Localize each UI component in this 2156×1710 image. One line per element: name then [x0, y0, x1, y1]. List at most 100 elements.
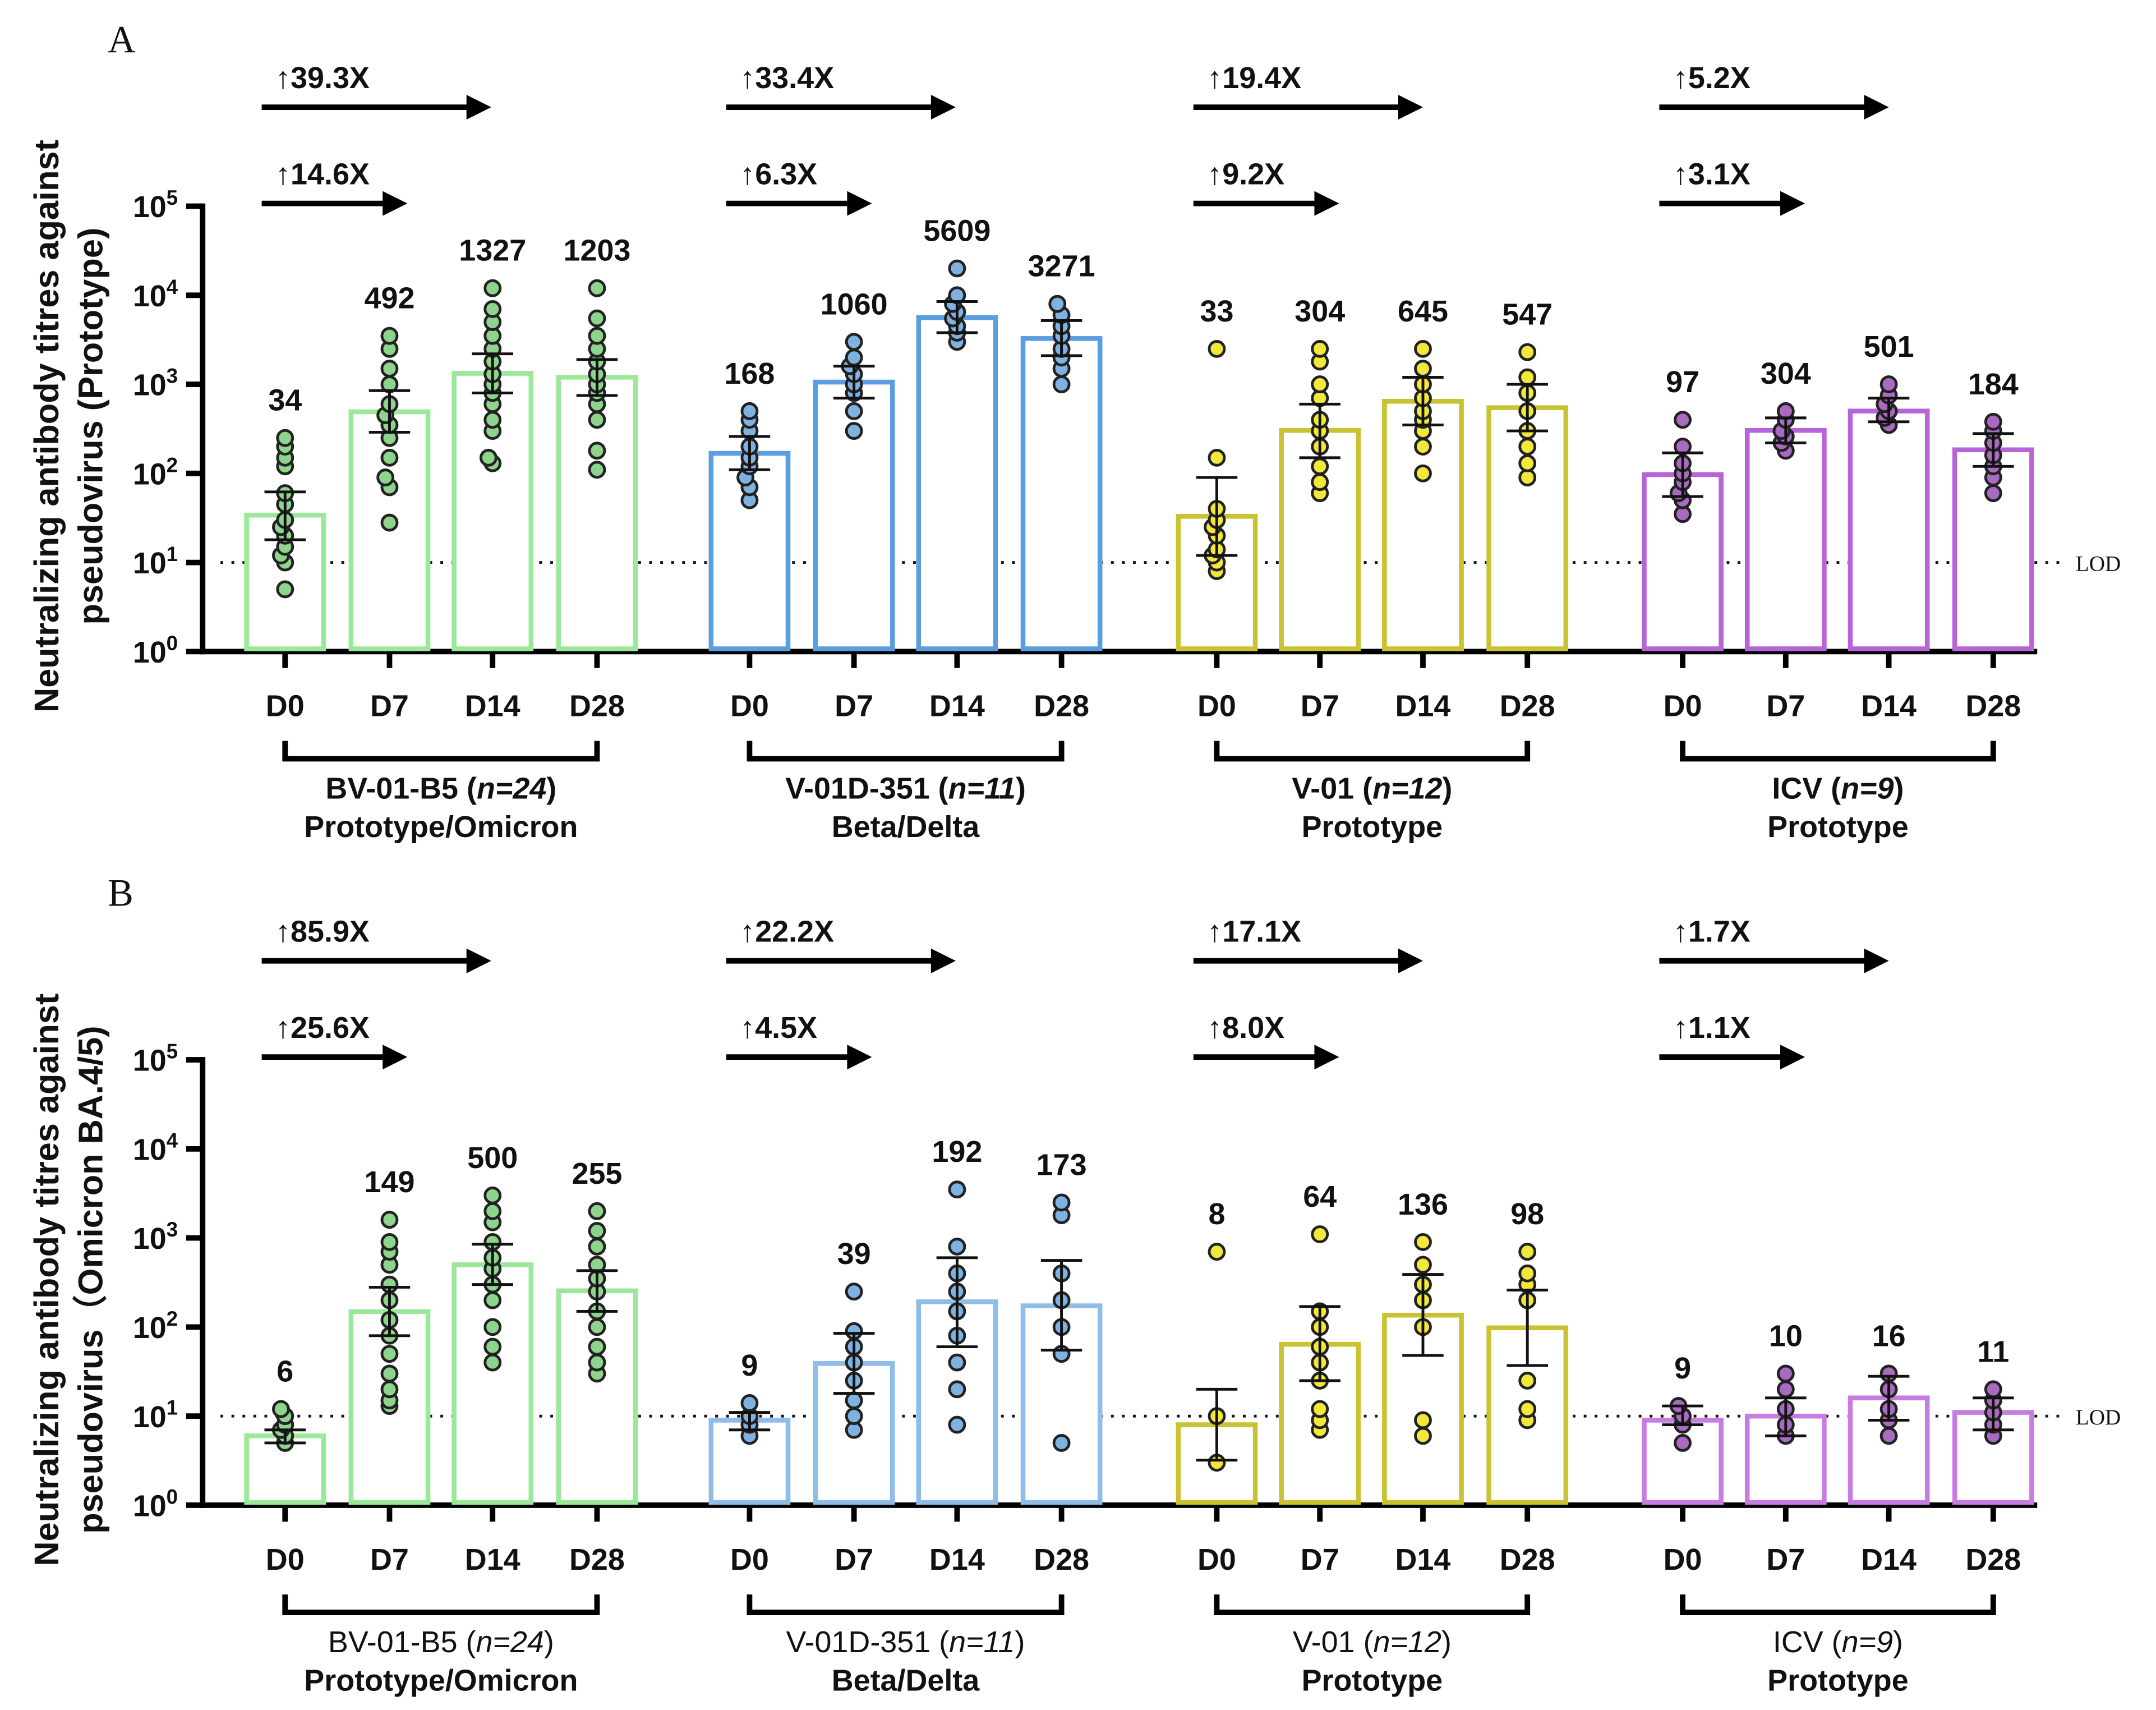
bar-value-label: 10: [1769, 1319, 1803, 1353]
fold-change-label: ↑17.1X: [1207, 914, 1301, 948]
arrow-head-icon: [466, 948, 491, 973]
data-point: [1208, 1243, 1226, 1261]
bar-value-label: 500: [467, 1141, 518, 1175]
data-point: [1518, 1243, 1537, 1261]
y-tick-label: 104: [133, 275, 178, 313]
bar: [1952, 447, 2034, 651]
data-point: [483, 300, 502, 318]
panel-a: A Neutralizing antibody titres against pse…: [27, 18, 2121, 844]
group-subtitle: Prototype: [1767, 1664, 1909, 1698]
bar-value-label: 184: [1968, 367, 2019, 401]
x-tick-label: D0: [730, 1543, 769, 1576]
group-subtitle: Prototype: [1302, 810, 1443, 844]
bar-value-label: 173: [1036, 1148, 1087, 1182]
arrow-head-icon: [466, 95, 491, 120]
data-point: [479, 448, 497, 467]
arrow-head-icon: [1864, 95, 1889, 120]
data-point: [588, 442, 606, 460]
data-point: [1414, 1427, 1432, 1445]
fold-change-label: ↑6.3X: [740, 157, 817, 191]
arrow-head-icon: [1314, 1045, 1339, 1070]
x-tick-label: D28: [1965, 689, 2021, 723]
x-tick-label: D14: [1395, 689, 1451, 723]
data-point: [380, 1380, 399, 1399]
data-point: [483, 1291, 502, 1309]
x-tick-label: D14: [1861, 689, 1917, 723]
x-tick-label: D28: [1965, 1543, 2021, 1576]
data-point: [1984, 412, 2002, 431]
bar: [244, 1433, 326, 1505]
group-subtitle: Beta/Delta: [832, 810, 980, 844]
lod-label: LOD: [2076, 1405, 2121, 1429]
data-point: [1414, 1411, 1432, 1429]
x-tick-label: D0: [1664, 689, 1702, 723]
data-point: [1879, 375, 1898, 393]
data-point: [483, 1318, 502, 1336]
data-point: [1879, 1427, 1898, 1445]
data-point: [588, 1337, 606, 1356]
fold-change-label: ↑8.0X: [1207, 1011, 1284, 1045]
bar-value-label: 168: [724, 357, 775, 390]
y-tick-label: 102: [133, 1307, 178, 1345]
data-point: [1052, 375, 1071, 393]
data-point: [276, 580, 294, 599]
data-point: [588, 411, 606, 429]
bar: [1279, 428, 1361, 651]
data-point: [1518, 438, 1537, 456]
data-point: [483, 1353, 502, 1372]
fold-change-label: ↑9.2X: [1207, 157, 1284, 191]
bar-value-label: 501: [1864, 330, 1914, 364]
data-point: [483, 1186, 502, 1205]
bar-value-label: 9: [741, 1349, 758, 1382]
y-tick-label: 105: [133, 186, 178, 224]
x-tick-label: D0: [1664, 1543, 1702, 1576]
bar-value-label: 136: [1398, 1188, 1448, 1221]
data-point: [1414, 1233, 1432, 1251]
x-tick-label: D14: [1861, 1543, 1917, 1576]
bar-value-label: 98: [1510, 1197, 1544, 1231]
data-point: [740, 402, 759, 420]
data-point: [1048, 295, 1067, 313]
bar-value-label: 255: [572, 1157, 622, 1190]
x-tick-label: D7: [370, 689, 409, 723]
x-tick-label: D0: [1197, 1543, 1236, 1576]
y-axis-label-line: Neutralizing antibody titres against: [27, 994, 66, 1566]
data-point: [276, 429, 294, 447]
y-tick-label: 100: [133, 632, 178, 669]
x-tick-label: D0: [1197, 689, 1236, 723]
fold-change-label: ↑4.5X: [740, 1011, 817, 1045]
data-point: [588, 1222, 606, 1240]
y-axis-label: Neutralizing antibody titres against pseu…: [27, 140, 109, 712]
x-tick-label: D28: [1034, 1543, 1089, 1576]
y-tick-label: 103: [133, 365, 178, 402]
bar-value-label: 492: [365, 282, 415, 315]
data-point: [948, 1180, 966, 1199]
data-point: [1776, 402, 1795, 420]
data-point: [1518, 454, 1537, 472]
group-subtitle: Prototype/Omicron: [304, 810, 578, 844]
data-point: [483, 279, 502, 297]
group-bracket: [1680, 741, 1996, 762]
data-point: [948, 259, 966, 278]
data-point: [845, 402, 863, 420]
arrow-head-icon: [847, 191, 872, 216]
bar-value-label: 1203: [563, 234, 630, 268]
group-v-01: ↑17.1X ↑8.0X 8 D0 64 D7 136 D14 98 D28 V-01 (n=12)…: [1176, 914, 1569, 1698]
bar-value-label: 645: [1398, 295, 1448, 328]
x-tick-label: D14: [465, 1543, 520, 1576]
data-point: [588, 279, 606, 297]
data-point: [1518, 343, 1537, 361]
fold-change-label: ↑1.1X: [1673, 1011, 1750, 1045]
bar-value-label: 9: [1674, 1352, 1691, 1385]
bar: [1744, 428, 1827, 651]
data-point: [1311, 473, 1329, 491]
x-tick-label: D0: [730, 689, 769, 723]
arrow-head-icon: [1398, 95, 1423, 120]
fold-change-label: ↑14.6X: [275, 157, 370, 191]
bar-value-label: 97: [1666, 365, 1699, 399]
group-icv: ↑5.2X ↑3.1X 97 D0 304 D7 501 D14 184 D28 ICV (n=9)…: [1642, 61, 2034, 844]
data-point: [588, 1238, 606, 1256]
data-point: [845, 422, 863, 440]
data-point: [1414, 360, 1432, 378]
bar-value-label: 3271: [1028, 250, 1095, 283]
